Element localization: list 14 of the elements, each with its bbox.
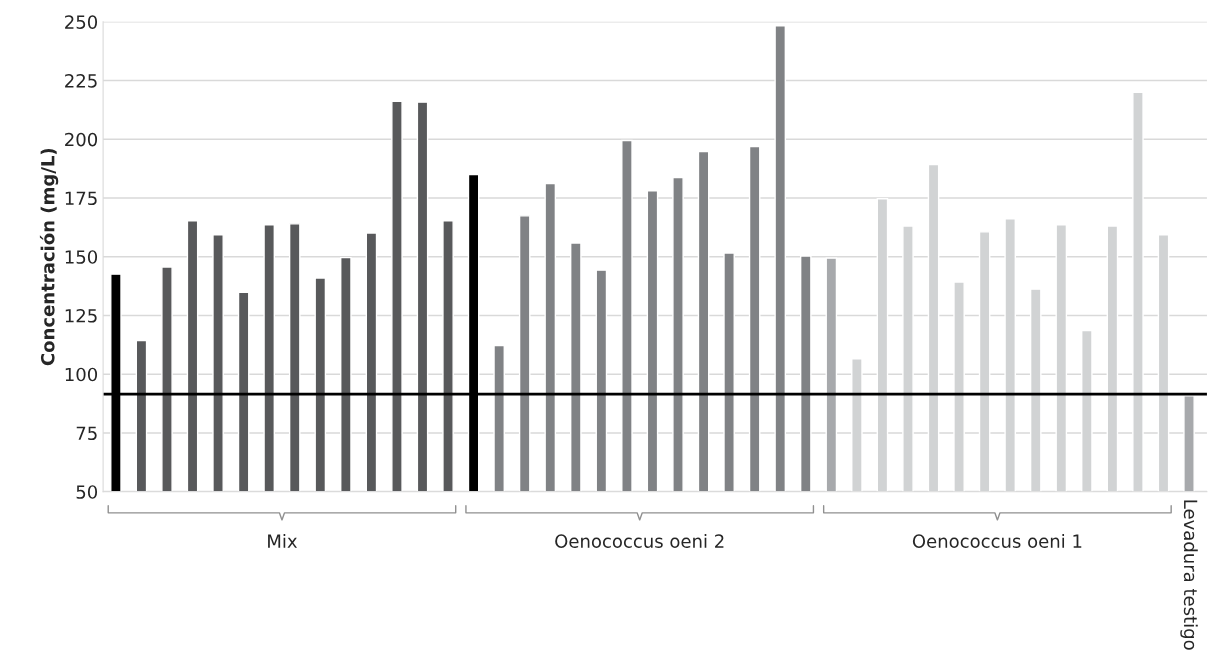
y-tick-label: 150 [65,250,98,264]
y-tick-label: 200 [65,132,98,147]
y-tick-label: 50 [76,485,98,499]
y-axis-title: Concentración (mg/L) [39,148,59,366]
y-tick-label: 75 [76,426,97,441]
text: Mix [268,533,298,548]
y-tick-label: 225 [65,73,97,88]
text: Levadura testigo [1180,500,1198,650]
text: Oenococcus oeni 1 [912,533,1082,548]
text: Oenococcus oeni 2 [555,533,724,548]
y-tick-label: 125 [65,308,97,323]
y-tick-label: 250 [65,15,98,29]
y-tick-label: 100 [65,367,98,382]
y-tick-label: 175 [65,191,97,206]
